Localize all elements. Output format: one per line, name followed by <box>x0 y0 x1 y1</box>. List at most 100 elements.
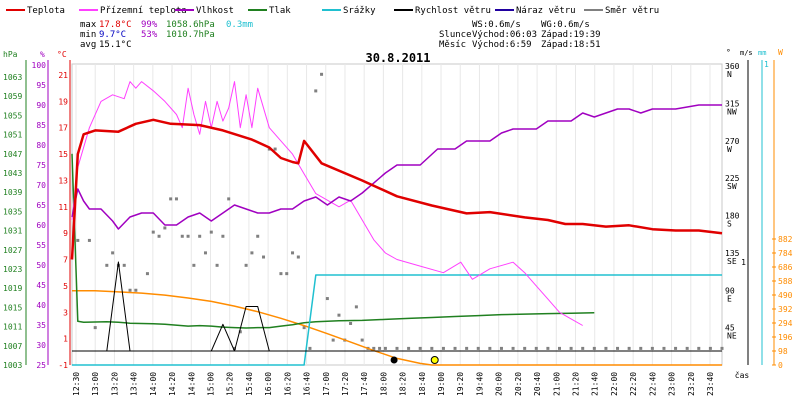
wind-direction-point <box>569 346 573 350</box>
pressure-series-line <box>71 153 595 329</box>
pressure-tick-label: 1051 <box>3 131 22 140</box>
legend-label: Směr větru <box>605 6 659 16</box>
stats-max-temp: 17.8°C <box>99 20 132 30</box>
wind-direction-point <box>360 338 364 342</box>
temperature-tick-label: 11 <box>58 203 68 212</box>
x-tick-label: 13:20 <box>110 372 119 396</box>
astro-ws: WS:0.6m/s <box>472 20 521 30</box>
wind-speed-series-line <box>72 261 722 352</box>
solar-tick-label: 294 <box>778 319 793 328</box>
solar-tick-label: 392 <box>778 305 793 314</box>
wind-direction-point <box>592 346 596 350</box>
wind-direction-point <box>285 272 289 276</box>
temperature-tick-label: 3 <box>63 308 68 317</box>
x-tick-label: 19:40 <box>475 372 484 396</box>
x-tick-label: 18:40 <box>418 372 427 396</box>
wind-dir-tick-label: 180 <box>725 212 740 221</box>
legend-label: Přízemní teplota <box>100 6 187 16</box>
x-tick-label: 15:20 <box>226 372 235 396</box>
wind-dir-tick-label: 270 <box>725 137 740 146</box>
wind-direction-point <box>186 234 190 238</box>
wind-direction-point <box>581 346 585 350</box>
x-tick-label: 16:40 <box>303 372 312 396</box>
ground-temp-series-line <box>71 81 583 326</box>
stats-rain: 0.3mm <box>226 20 253 30</box>
x-tick-label: 17:40 <box>360 372 369 396</box>
x-tick-label: 17:20 <box>341 372 350 396</box>
x-tick-label: 12:30 <box>72 372 81 396</box>
wind-direction-point <box>279 272 283 276</box>
solar-tick-label: 490 <box>778 291 793 300</box>
x-tick-label: 17:00 <box>322 372 331 396</box>
humidity-unit-label: % <box>40 50 45 59</box>
wind-direction-point <box>558 346 561 350</box>
x-tick-label: 20:40 <box>533 372 542 396</box>
plot-area <box>70 72 724 366</box>
stats-avg-label: avg <box>80 40 96 50</box>
wind-direction-point <box>674 346 678 350</box>
x-axis-label: čas <box>735 370 750 380</box>
wind-direction-point <box>111 251 115 255</box>
wind-dir-compass-label: NE <box>727 332 737 341</box>
wind-direction-point <box>209 230 213 234</box>
temperature-tick-label: 13 <box>58 176 68 185</box>
stats-min-label: min <box>80 30 96 40</box>
wind-direction-point <box>476 346 480 350</box>
astro-panel: WS:0.6m/s WG:0.6m/s Slunce Východ:06:03 … <box>439 20 601 50</box>
wind-direction-point <box>250 251 254 255</box>
humidity-tick-label: 35 <box>36 321 46 330</box>
wind-direction-point <box>203 251 207 255</box>
x-tick-label: 15:00 <box>206 372 215 396</box>
wind-direction-point <box>221 234 225 238</box>
wind-direction-point <box>453 346 457 350</box>
solar-tick-label: 686 <box>778 263 793 272</box>
temperature-tick-label: -1 <box>58 361 68 370</box>
chart-title: 30.8.2011 <box>365 51 430 65</box>
legend-label: Tlak <box>269 6 291 16</box>
humidity-tick-label: 65 <box>36 201 46 210</box>
x-tick-label: 14:00 <box>149 372 158 396</box>
wind-direction-point <box>685 346 689 350</box>
astro-moon-label: Měsíc <box>439 40 466 50</box>
wind-direction-point <box>604 346 608 350</box>
pressure-tick-label: 1047 <box>3 150 22 159</box>
wind-direction-point <box>128 288 132 292</box>
humidity-series-line <box>71 104 722 230</box>
wind-direction-point <box>151 230 155 234</box>
pressure-tick-label: 1027 <box>3 246 22 255</box>
temperature-tick-label: 1 <box>63 335 68 344</box>
x-tick-label: 15:40 <box>245 372 254 396</box>
humidity-tick-label: 100 <box>32 61 47 70</box>
x-tick-label: 23:40 <box>706 372 715 396</box>
x-tick-label: 16:20 <box>283 372 292 396</box>
wind-direction-point <box>256 234 260 238</box>
wind-direction-point <box>430 346 434 350</box>
wind-direction-point <box>215 263 219 267</box>
wind-direction-point <box>616 346 620 350</box>
humidity-tick-label: 85 <box>36 121 46 130</box>
wind-direction-point <box>105 263 109 267</box>
wind-dir-tick-label: 90 <box>725 286 735 295</box>
x-tick-label: 20:20 <box>514 372 523 396</box>
wind-direction-point <box>395 346 399 350</box>
moonset-icon <box>390 356 398 364</box>
stats-min-hum: 53% <box>141 30 158 40</box>
wind-direction-point <box>314 89 318 93</box>
stats-max-press: 1058.6hPa <box>166 20 215 30</box>
stats-min-press: 1010.7hPa <box>166 30 215 40</box>
solar-unit-label: W <box>778 48 783 57</box>
pressure-tick-label: 1055 <box>3 111 22 120</box>
astro-wg: WG:0.6m/s <box>541 20 590 30</box>
stats-max-label: max <box>80 20 97 30</box>
wind-direction-point <box>244 263 248 267</box>
humidity-tick-label: 75 <box>36 161 46 170</box>
wind-direction-point <box>418 346 422 350</box>
legend-label: Náraz větru <box>516 6 576 16</box>
wind-dir-compass-label: SW <box>727 182 737 191</box>
rain-series-line <box>72 274 722 366</box>
wind-dir-compass-label: SE <box>727 257 737 266</box>
wind-direction-point <box>534 346 538 350</box>
x-tick-label: 22:00 <box>610 372 619 396</box>
pressure-tick-label: 1031 <box>3 227 22 236</box>
x-tick-label: 21:20 <box>572 372 581 396</box>
